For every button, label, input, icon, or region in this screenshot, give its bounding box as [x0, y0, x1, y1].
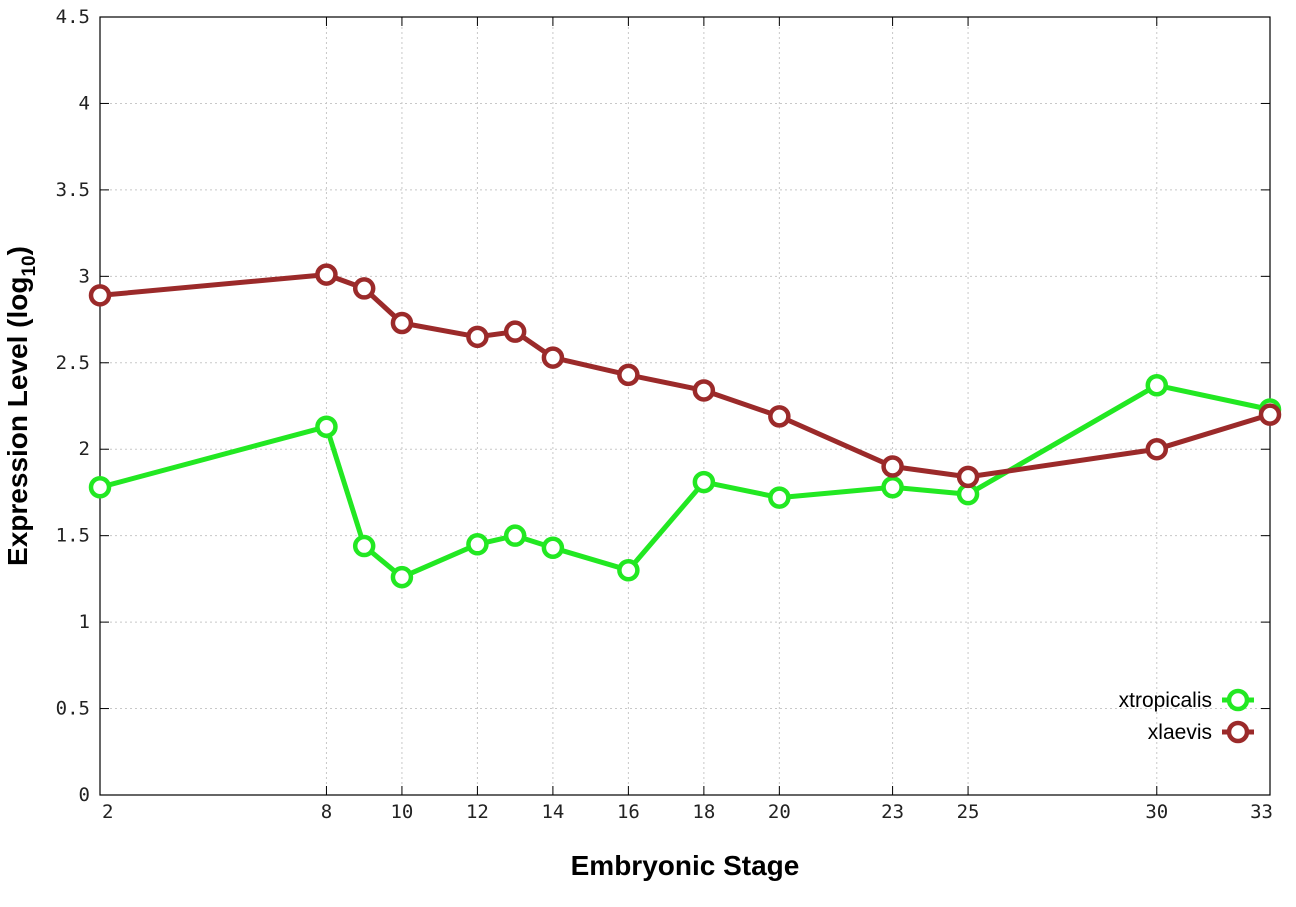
series-line-xlaevis — [99, 272, 1271, 480]
data-point-xlaevis — [352, 277, 376, 300]
legend-marker-xlaevis — [1226, 720, 1250, 744]
data-point-xlaevis — [692, 379, 716, 402]
data-point-xlaevis — [768, 405, 791, 428]
x-axis-title: Embryonic Stage — [571, 850, 800, 881]
y-axis-tick-labels: 0 0.5 1 1.5 2 2.5 3 3.5 4 4.5 — [56, 6, 90, 806]
x-tick-label: 18 — [692, 801, 715, 823]
data-point-xlaevis — [390, 311, 414, 335]
x-tick-label: 20 — [768, 801, 791, 823]
x-tick-label: 25 — [957, 801, 980, 823]
series-layer — [88, 263, 1282, 589]
data-point-xlaevis — [315, 263, 338, 286]
data-point-xlaevis — [466, 325, 489, 349]
data-point-xtropicalis — [88, 476, 112, 499]
data-point-xtropicalis — [768, 486, 791, 509]
x-axis-tick-labels: 2 8 10 12 14 16 18 20 23 25 30 33 — [102, 801, 1273, 823]
legend-label-xtropicalis: xtropicalis — [1119, 689, 1212, 712]
legend-marker-xtropicalis — [1226, 688, 1250, 712]
data-point-xlaevis — [88, 284, 112, 307]
y-tick-label: 2 — [79, 438, 90, 460]
data-point-xtropicalis — [881, 476, 904, 499]
data-point-xlaevis — [1145, 437, 1169, 461]
x-tick-label: 10 — [390, 801, 413, 823]
y-tick-label: 4 — [79, 92, 90, 114]
x-tick-label: 33 — [1250, 801, 1273, 823]
data-point-xtropicalis — [692, 470, 716, 494]
axis-ticks — [99, 16, 1271, 796]
legend: xtropicalis xlaevis — [1119, 688, 1254, 744]
y-tick-label: 1 — [79, 611, 90, 633]
data-point-xtropicalis — [352, 534, 376, 558]
y-tick-label: 4.5 — [56, 6, 90, 28]
y-tick-label: 1.5 — [56, 525, 90, 547]
legend-label-xlaevis: xlaevis — [1148, 721, 1212, 744]
y-tick-label: 3.5 — [56, 179, 90, 201]
y-tick-label: 0.5 — [56, 698, 90, 720]
y-axis-title-subscript: 10 — [19, 255, 40, 276]
y-axis-title-main: Expression Level (log — [2, 277, 33, 566]
x-tick-label: 12 — [466, 801, 489, 823]
data-point-xtropicalis — [315, 415, 338, 438]
data-point-xtropicalis — [503, 524, 527, 547]
x-tick-label: 30 — [1145, 801, 1168, 823]
data-point-xlaevis — [881, 455, 904, 478]
plot-frame — [99, 16, 1271, 796]
y-tick-label: 3 — [79, 265, 90, 287]
data-point-xlaevis — [617, 363, 640, 387]
data-point-xtropicalis — [541, 536, 565, 560]
data-point-xtropicalis — [617, 558, 640, 582]
data-point-xlaevis — [956, 465, 980, 489]
data-point-xtropicalis — [1145, 374, 1169, 397]
data-point-xtropicalis — [390, 565, 414, 589]
data-point-xlaevis — [1258, 403, 1282, 426]
data-point-xlaevis — [541, 346, 565, 369]
x-tick-label: 16 — [617, 801, 640, 823]
x-tick-label: 23 — [881, 801, 904, 823]
data-point-xlaevis — [503, 320, 527, 343]
grid — [100, 17, 1270, 795]
y-tick-label: 0 — [79, 784, 90, 806]
data-point-xtropicalis — [466, 533, 489, 556]
x-tick-label: 2 — [102, 801, 113, 823]
y-tick-label: 2.5 — [56, 352, 90, 374]
y-axis-title-close: ) — [2, 246, 33, 255]
x-tick-label: 8 — [321, 801, 332, 823]
y-axis-title: Expression Level (log10) — [2, 246, 40, 566]
series-line-xtropicalis — [99, 382, 1271, 580]
x-tick-label: 14 — [541, 801, 564, 823]
